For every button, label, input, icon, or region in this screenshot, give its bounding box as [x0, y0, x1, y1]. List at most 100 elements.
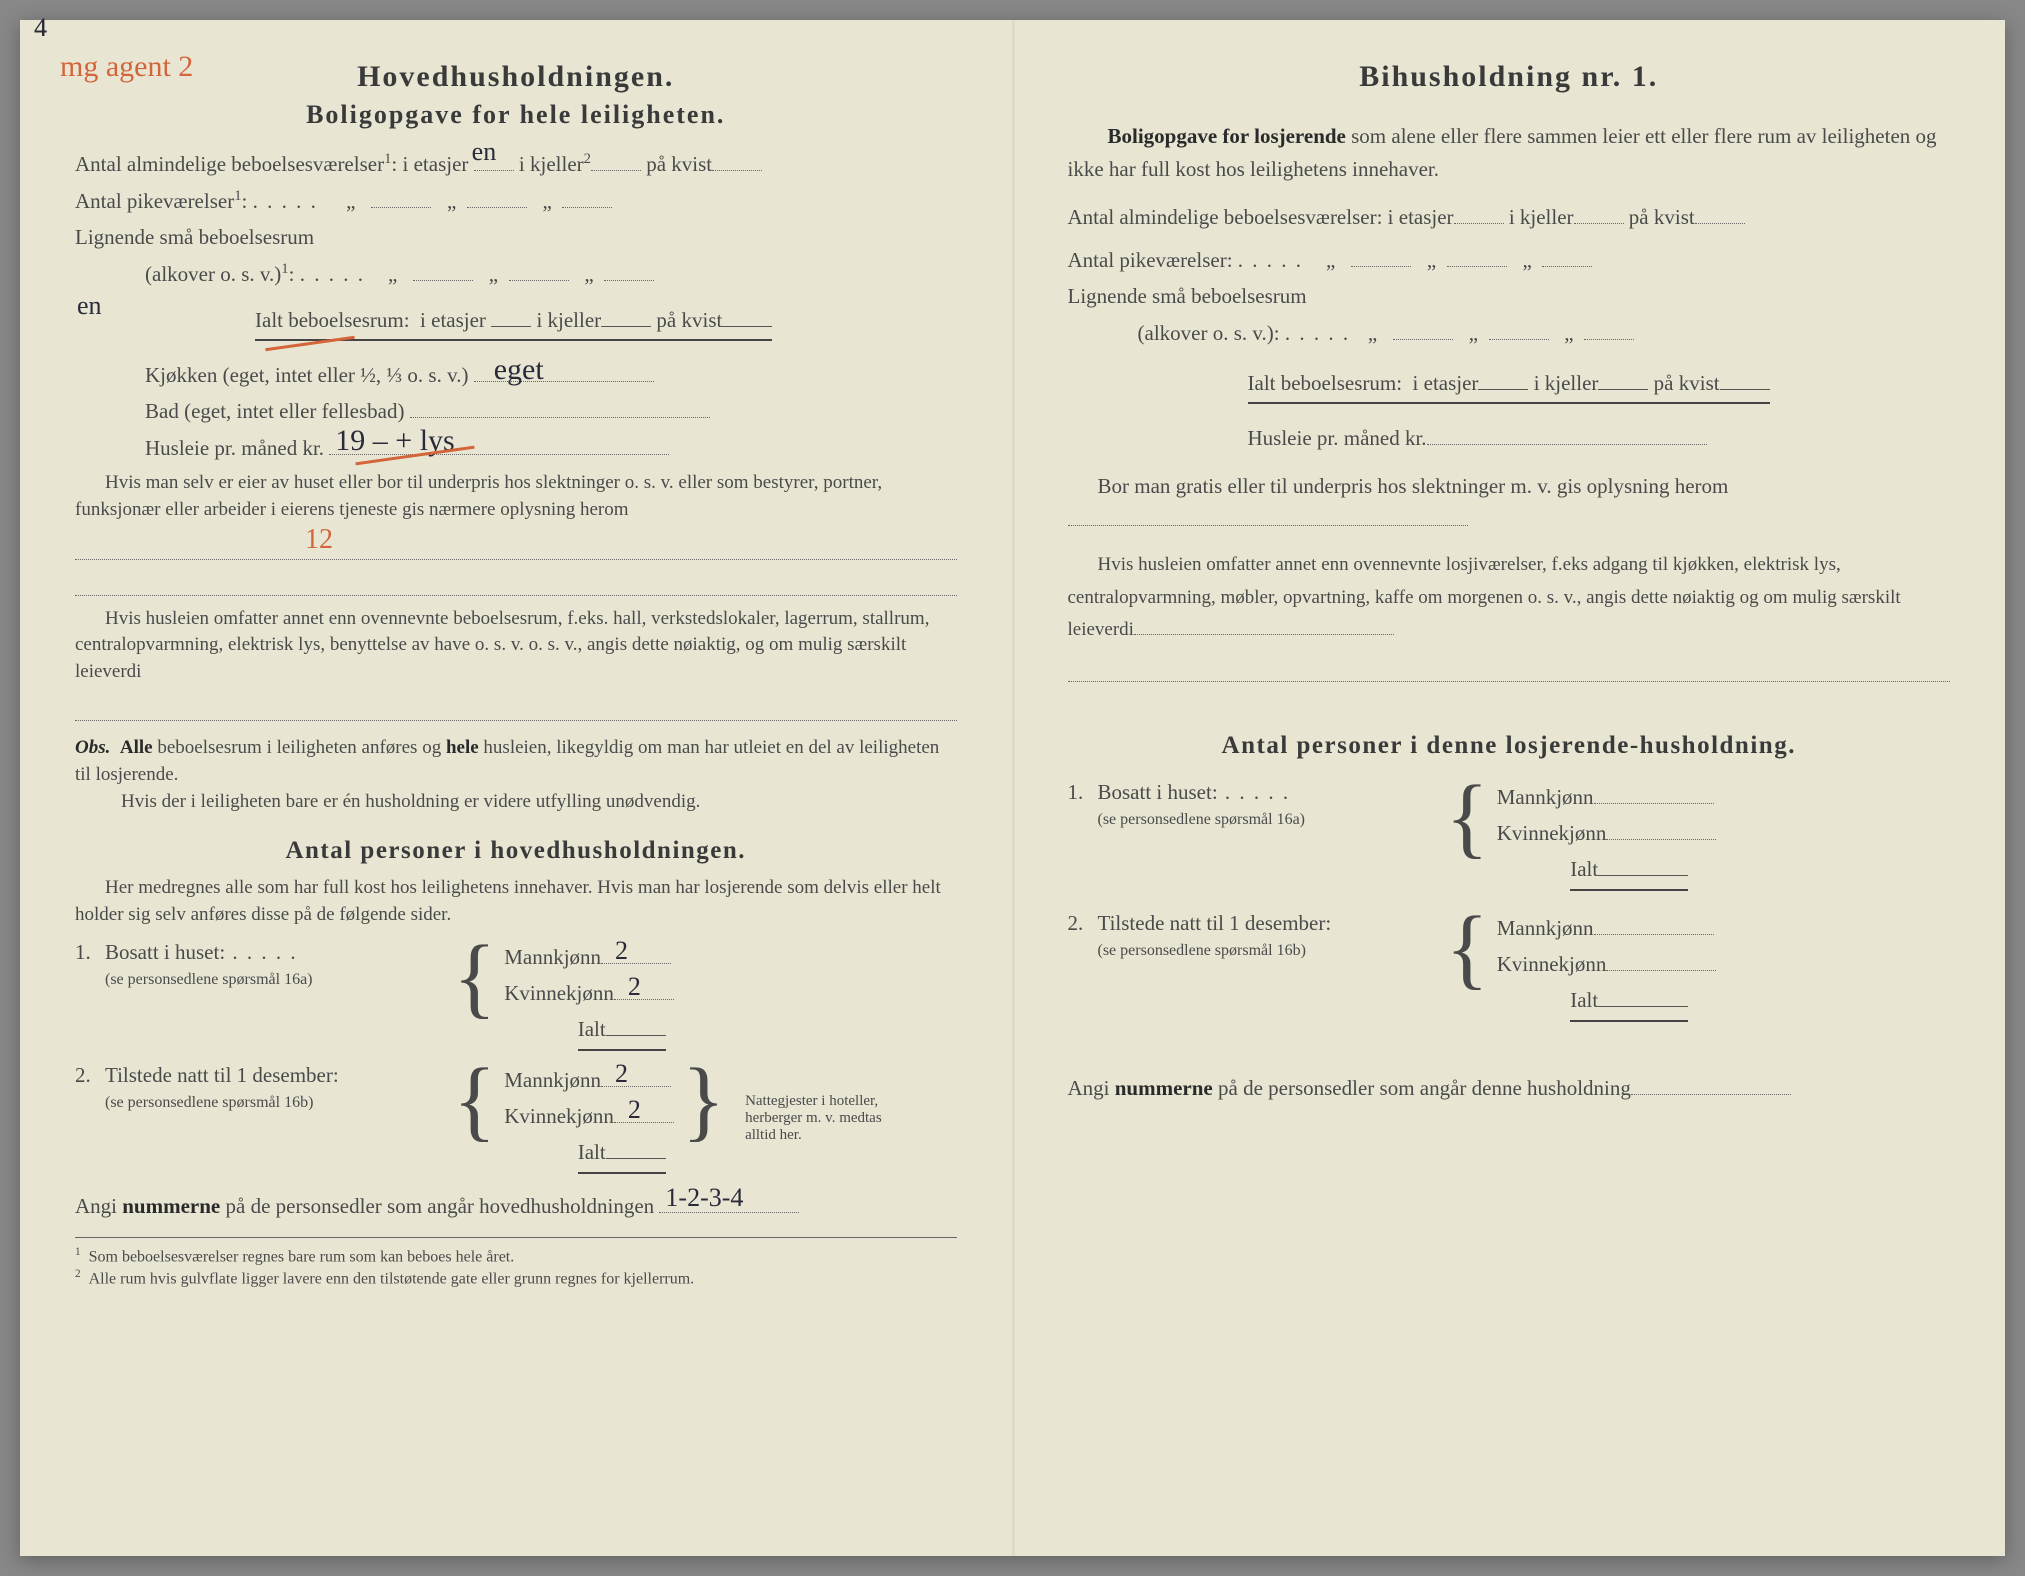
r-tilstede-sub: (se personsedlene spørsmål 16b) — [1098, 942, 1306, 959]
alkover-text: (alkover o. s. v.) — [145, 262, 281, 286]
hw-etasjer-1: en — [472, 132, 497, 172]
r-persons-row-1: 1. Bosatt i huset: (se personsedlene spø… — [1068, 780, 1951, 891]
owner-blank-2 — [75, 566, 957, 596]
fn2-num: 2 — [75, 1268, 81, 1280]
r-kvinne-2: Kvinnekjønn — [1497, 952, 1607, 976]
bosatt-sub: (se personsedlene spørsmål 16a) — [105, 971, 313, 988]
bosatt-label: Bosatt i huset: — [105, 940, 225, 964]
fn2-text: Alle rum hvis gulvflate ligger lavere en… — [89, 1271, 695, 1288]
r-kjeller: i kjeller — [1509, 205, 1574, 229]
kvinne-1: Kvinnekjønn — [504, 981, 614, 1005]
kjeller-label: i kjeller — [519, 152, 584, 176]
r-ialt-kjeller: i kjeller — [1534, 371, 1599, 395]
husleie-label: Husleie pr. måned kr. — [145, 436, 324, 460]
r-husleie-line: Husleie pr. måned kr. — [1068, 422, 1951, 455]
persons-row-1: 1. Bosatt i huset: (se personsedlene spø… — [75, 940, 957, 1051]
r-persons-title: Antal personer i denne losjerende-hushol… — [1068, 732, 1951, 760]
ialt-kvist: på kvist — [656, 308, 722, 332]
intro-bold: Boligopgave for losjerende — [1108, 124, 1346, 148]
mann-2: Mannkjønn — [504, 1068, 601, 1092]
hw-12: 12 — [305, 524, 333, 556]
ialt-kjeller: i kjeller — [536, 308, 601, 332]
r-ialt-label: Ialt beboelsesrum: — [1248, 371, 1403, 395]
ialt-2: Ialt — [578, 1140, 606, 1164]
persons-intro: Her medregnes alle som har full kost hos… — [75, 875, 957, 928]
etasjer-label: i etasjer — [403, 152, 469, 176]
r-pike-label: Antal pikeværelser: — [1068, 248, 1233, 272]
rooms-label: Antal almindelige beboelsesværelser — [75, 152, 384, 176]
pike-line: Antal pikeværelser1: „ „ „ — [75, 185, 957, 218]
kvist-label: på kvist — [646, 152, 712, 176]
obs-line2: Hvis der i leiligheten bare er én hushol… — [75, 789, 957, 816]
r-kvist: på kvist — [1629, 205, 1695, 229]
r-angi-label: Angi — [1068, 1076, 1115, 1100]
hw-m1: 2 — [615, 929, 628, 973]
annotation-top: mg agent 2 — [60, 50, 193, 84]
r-gratis: Bor man gratis eller til underpris hos s… — [1068, 470, 1951, 535]
persons-title: Antal personer i hovedhusholdningen. — [75, 837, 957, 865]
obs-label: Obs. — [75, 737, 110, 758]
natte-note: Nattegjester i hoteller, herberger m. v.… — [733, 1093, 893, 1144]
tilstede-label: Tilstede natt til 1 desember: — [105, 1063, 339, 1087]
r-persons-row-2: 2. Tilstede natt til 1 desember: (se per… — [1068, 911, 1951, 1022]
r-mann-1: Mannkjønn — [1497, 785, 1594, 809]
hw-m2: 2 — [615, 1052, 628, 1096]
pike-label: Antal pikeværelser — [75, 189, 234, 213]
obs-block: Obs. Alle beboelsesrum i leiligheten anf… — [75, 735, 957, 788]
owner-text: Hvis man selv er eier av huset eller bor… — [75, 470, 957, 523]
angi-line: Angi nummerne på de personsedler som ang… — [75, 1190, 957, 1223]
persons-row-2: 2. Tilstede natt til 1 desember: (se per… — [75, 1063, 957, 1174]
hw-i2: 4 — [34, 6, 47, 50]
footnotes: 1 Som beboelsesværelser regnes bare rum … — [75, 1237, 957, 1289]
r-angi-bold: nummerne — [1115, 1076, 1213, 1100]
r-etasjer: i etasjer — [1388, 205, 1454, 229]
bad-line: Bad (eget, intet eller fellesbad) — [75, 395, 957, 428]
fn1-num: 1 — [75, 1246, 81, 1258]
r-ialt-1: Ialt — [1570, 857, 1598, 881]
angi-bold: nummerne — [122, 1194, 220, 1218]
r-angi-text: på de personsedler som angår denne husho… — [1213, 1076, 1631, 1100]
obs-hele: hele — [446, 737, 479, 758]
hw-kjokken: eget — [494, 347, 544, 394]
hw-k2: 2 — [628, 1088, 641, 1132]
owner-blank-1: 12 — [75, 530, 957, 560]
r-small-label: Lignende små beboelsesrum — [1068, 280, 1951, 313]
r-pike-line: Antal pikeværelser: „ „ „ — [1068, 244, 1951, 277]
left-title-2: Boligopgave for hele leiligheten. — [75, 100, 957, 130]
r-ialt-kvist: på kvist — [1654, 371, 1720, 395]
hw-k1: 2 — [628, 965, 641, 1009]
r-rent-blank — [1068, 652, 1951, 682]
document-sheet: mg agent 2 Hovedhusholdningen. Boligopga… — [20, 20, 2005, 1556]
hw-etasjer-2: en — [77, 286, 102, 326]
r-tilstede-label: Tilstede natt til 1 desember: — [1098, 911, 1332, 935]
fn1-text: Som beboelsesværelser regnes bare rum so… — [89, 1248, 515, 1265]
r-bosatt-sub: (se personsedlene spørsmål 16a) — [1098, 811, 1306, 828]
husleie-line: Husleie pr. måned kr. 19 – + lys — [75, 432, 957, 465]
left-title-1: Hovedhusholdningen. — [75, 60, 957, 94]
r-rent: Hvis husleien omfatter annet enn ovennev… — [1068, 549, 1951, 646]
obs-alle: Alle — [120, 737, 153, 758]
ialt-line: Ialt beboelsesrum: i etasjer en i kjelle… — [75, 304, 957, 341]
r-ialt-2: Ialt — [1570, 988, 1598, 1012]
r-alkover: (alkover o. s. v.): — [1138, 321, 1280, 345]
r-ialt-etasjer: i etasjer — [1413, 371, 1479, 395]
kvinne-2: Kvinnekjønn — [504, 1104, 614, 1128]
rent-text: Hvis husleien omfatter annet enn ovennev… — [75, 606, 957, 686]
r-alkover-line: (alkover o. s. v.): „ „ „ — [1068, 317, 1951, 350]
angi-label: Angi — [75, 1194, 122, 1218]
hw-nums: 1-2-3-4 — [665, 1178, 743, 1218]
right-title: Bihusholdning nr. 1. — [1068, 60, 1951, 94]
angi-text: på de personsedler som angår hovedhushol… — [220, 1194, 654, 1218]
obs-t2: beboelsesrum i leiligheten anføres og — [153, 737, 446, 758]
left-page: mg agent 2 Hovedhusholdningen. Boligopga… — [20, 20, 1013, 1556]
kjokken-label: Kjøkken (eget, intet eller ½, ⅓ o. s. v.… — [145, 363, 468, 387]
rent-blank-1 — [75, 691, 957, 721]
r-angi-line: Angi nummerne på de personsedler som ang… — [1068, 1072, 1951, 1105]
r-gratis-text: Bor man gratis eller til underpris hos s… — [1098, 474, 1729, 498]
ialt-1: Ialt — [578, 1017, 606, 1041]
right-page: Bihusholdning nr. 1. Boligopgave for los… — [1013, 20, 2006, 1556]
kjokken-line: Kjøkken (eget, intet eller ½, ⅓ o. s. v.… — [75, 359, 957, 392]
r-kvinne-1: Kvinnekjønn — [1497, 821, 1607, 845]
tilstede-sub: (se personsedlene spørsmål 16b) — [105, 1094, 313, 1111]
alkover-line: (alkover o. s. v.)1: „ „ „ — [75, 258, 957, 291]
